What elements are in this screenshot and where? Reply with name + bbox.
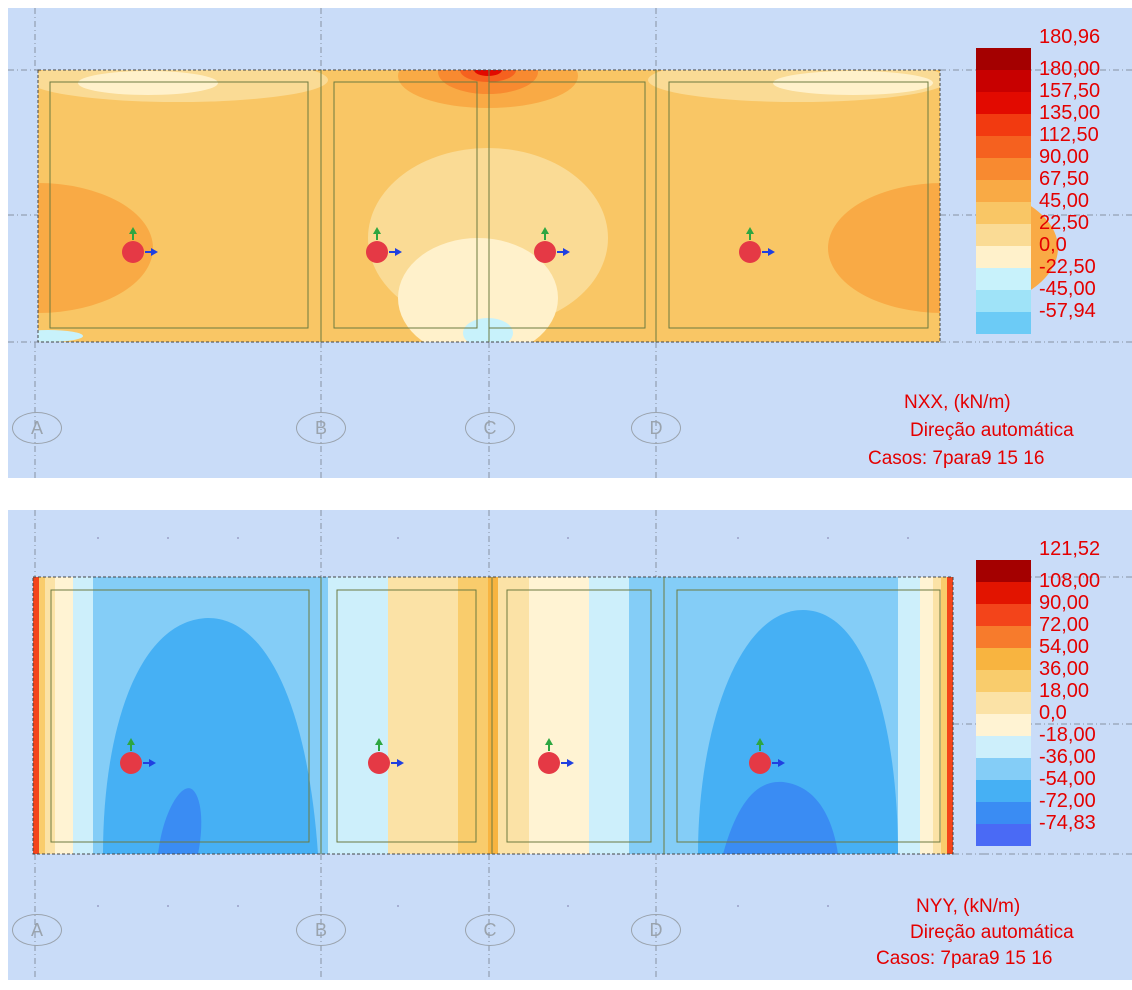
legend-swatch	[976, 758, 1031, 780]
legend-swatch	[976, 560, 1031, 582]
legend-label: -22,50	[1039, 256, 1096, 278]
legend-swatch	[976, 802, 1031, 824]
legend-swatch	[976, 48, 1031, 70]
result-quantity-label: NYY, (kN/m)	[916, 896, 1021, 917]
legend-swatch	[976, 648, 1031, 670]
grid-axis-d[interactable]: D	[631, 914, 681, 946]
local-axis-node-icon	[366, 227, 402, 263]
legend-label: 67,50	[1039, 168, 1090, 190]
legend-label: 22,50	[1039, 212, 1090, 234]
legend-label: -45,00	[1039, 278, 1096, 300]
panel-boundaries	[49, 70, 929, 342]
legend-label: 121,52	[1039, 538, 1101, 560]
grid-axis-b[interactable]: B	[296, 914, 346, 946]
legend-label: 112,50	[1039, 124, 1099, 146]
nxx-contour-fill	[8, 44, 1058, 358]
panel-boundaries	[50, 577, 941, 854]
legend-swatch	[976, 824, 1031, 846]
legend-label: 0,0	[1039, 702, 1067, 724]
legend-swatch	[976, 158, 1031, 180]
local-axis-node-icon	[120, 738, 156, 774]
legend-swatch	[976, 290, 1031, 312]
nyy-contour-map[interactable]	[8, 510, 1132, 980]
local-axis-node-icon	[368, 738, 404, 774]
legend-label: 90,00	[1039, 592, 1090, 614]
nyy-contour-fill	[33, 577, 953, 854]
legend-swatch	[976, 780, 1031, 802]
legend-swatch	[976, 692, 1031, 714]
local-axis-node-icon	[538, 738, 574, 774]
legend-label: -18,00	[1039, 724, 1096, 746]
legend-swatch	[976, 246, 1031, 268]
legend-swatch	[976, 92, 1031, 114]
grid-axis-a[interactable]: A	[12, 412, 62, 444]
grid-axis-d[interactable]: D	[631, 412, 681, 444]
legend-label: 72,00	[1039, 614, 1090, 636]
legend-swatch	[976, 70, 1031, 92]
legend-swatch	[976, 180, 1031, 202]
legend-label: 180,00	[1039, 58, 1101, 80]
local-axis-node-icon	[122, 227, 158, 263]
legend-label: -74,83	[1039, 812, 1096, 834]
legend-label: -57,94	[1039, 300, 1096, 322]
legend-label: 18,00	[1039, 680, 1090, 702]
load-cases-label: Casos: 7para9 15 16	[876, 948, 1053, 969]
mesh-dots	[97, 537, 909, 907]
legend-label: 0,0	[1039, 234, 1067, 256]
legend-label: 45,00	[1039, 190, 1090, 212]
legend-swatch	[976, 736, 1031, 758]
legend-swatch	[976, 136, 1031, 158]
legend-swatch	[976, 224, 1031, 246]
legend-swatch	[976, 114, 1031, 136]
legend-swatch	[976, 582, 1031, 604]
local-axis-node-icon	[739, 227, 775, 263]
legend-label: -54,00	[1039, 768, 1096, 790]
legend-swatch	[976, 604, 1031, 626]
nyy-contour-panel[interactable]: A B C D 121,52 108,00 90,00 72,00 54,00 …	[8, 510, 1132, 980]
legend-label: 54,00	[1039, 636, 1090, 658]
legend-label: -36,00	[1039, 746, 1096, 768]
legend-swatch	[976, 268, 1031, 290]
legend-label: 135,00	[1039, 102, 1101, 124]
slab-outline	[32, 576, 954, 855]
legend-label: 157,50	[1039, 80, 1101, 102]
nxx-contour-map[interactable]	[8, 8, 1132, 478]
legend-swatch	[976, 202, 1031, 224]
legend-swatch	[976, 714, 1031, 736]
legend-label: 180,96	[1039, 26, 1101, 48]
nxx-contour-panel[interactable]: A B C D 180,96 180,00 157,50 135,00 112,…	[8, 8, 1132, 478]
load-cases-label: Casos: 7para9 15 16	[868, 448, 1045, 469]
legend-label: 108,00	[1039, 570, 1101, 592]
legend-label: 90,00	[1039, 146, 1090, 168]
legend-swatch	[976, 670, 1031, 692]
grid-axis-c[interactable]: C	[465, 412, 515, 444]
result-direction-label: Direção automática	[910, 922, 1074, 943]
result-quantity-label: NXX, (kN/m)	[904, 392, 1011, 413]
legend-row: 180,96	[976, 26, 1132, 70]
legend-swatch	[976, 312, 1031, 334]
grid-axis-c[interactable]: C	[465, 914, 515, 946]
local-axis-node-icon	[534, 227, 570, 263]
legend-label: -72,00	[1039, 790, 1096, 812]
grid-axis-b[interactable]: B	[296, 412, 346, 444]
legend-swatch	[976, 626, 1031, 648]
local-axis-node-icon	[749, 738, 785, 774]
result-direction-label: Direção automática	[910, 420, 1074, 441]
legend-label: 36,00	[1039, 658, 1090, 680]
grid-axis-a[interactable]: A	[12, 914, 62, 946]
